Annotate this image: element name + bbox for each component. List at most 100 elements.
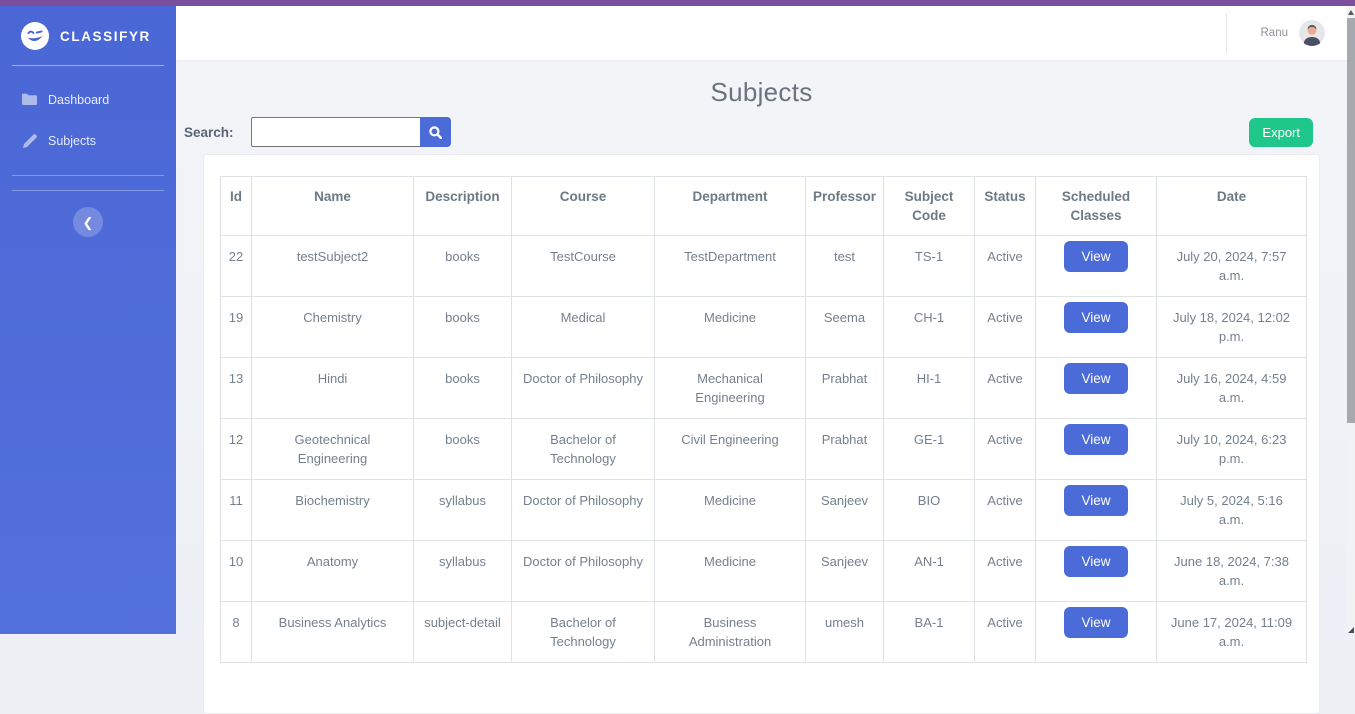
- brand[interactable]: CLASSIFYR: [0, 6, 176, 65]
- cell-status: Active: [974, 540, 1036, 602]
- table-row: 13 Hindi books Doctor of Philosophy Mech…: [220, 357, 1307, 419]
- subjects-table-body: 22 testSubject2 books TestCourse TestDep…: [220, 235, 1307, 663]
- user-name: Ranu: [1260, 27, 1289, 39]
- cell-date: July 16, 2024, 4:59 a.m.: [1156, 357, 1307, 419]
- cell-course: Doctor of Philosophy: [511, 357, 655, 419]
- toolbar: Search: Export: [176, 117, 1347, 147]
- view-button[interactable]: View: [1064, 241, 1128, 272]
- cell-course: Doctor of Philosophy: [511, 479, 655, 541]
- sidebar-collapse-button[interactable]: ❮: [73, 207, 103, 237]
- cell-id: 10: [220, 540, 252, 602]
- search-input[interactable]: [250, 117, 420, 147]
- column-header: Professor: [805, 176, 884, 236]
- cell-scheduled-classes: View: [1035, 479, 1157, 541]
- cell-id: 11: [220, 479, 252, 541]
- sidebar-nav: Dashboard Subjects: [0, 66, 176, 175]
- sidebar-item-label: Subjects: [48, 133, 96, 148]
- column-header: Scheduled Classes: [1035, 176, 1157, 236]
- brand-name: CLASSIFYR: [60, 28, 151, 44]
- cell-date: June 17, 2024, 11:09 a.m.: [1156, 601, 1307, 663]
- cell-professor: Seema: [805, 296, 884, 358]
- page-title: Subjects: [710, 77, 813, 107]
- cell-professor: Sanjeev: [805, 479, 884, 541]
- column-header: Subject Code: [883, 176, 975, 236]
- table-row: 12 Geotechnical Engineering books Bachel…: [220, 418, 1307, 480]
- cell-status: Active: [974, 601, 1036, 663]
- cell-description: books: [413, 357, 512, 419]
- cell-department: TestDepartment: [654, 235, 806, 297]
- cell-id: 19: [220, 296, 252, 358]
- user-avatar[interactable]: [1299, 20, 1325, 46]
- cell-subject-code: CH-1: [883, 296, 975, 358]
- cell-subject-code: GE-1: [883, 418, 975, 480]
- user-menu[interactable]: Ranu: [1225, 13, 1325, 53]
- cell-description: books: [413, 296, 512, 358]
- cell-course: Medical: [511, 296, 655, 358]
- view-button[interactable]: View: [1064, 485, 1128, 516]
- cell-date: June 18, 2024, 7:38 a.m.: [1156, 540, 1307, 602]
- sidebar-divider: [12, 190, 164, 191]
- search-button[interactable]: [419, 117, 451, 147]
- chevron-left-icon: ❮: [82, 214, 94, 230]
- top-header: Ranu: [176, 6, 1347, 60]
- cell-name: testSubject2: [251, 235, 414, 297]
- cell-date: July 5, 2024, 5:16 a.m.: [1156, 479, 1307, 541]
- view-button[interactable]: View: [1064, 363, 1128, 394]
- column-header: Status: [974, 176, 1036, 236]
- sidebar-item-dashboard[interactable]: Dashboard: [0, 79, 176, 120]
- cell-description: syllabus: [413, 479, 512, 541]
- vertical-scrollbar[interactable]: [1347, 6, 1355, 634]
- cell-date: July 10, 2024, 6:23 p.m.: [1156, 418, 1307, 480]
- table-row: 10 Anatomy syllabus Doctor of Philosophy…: [220, 540, 1307, 602]
- column-header: Date: [1156, 176, 1307, 236]
- search-label: Search:: [184, 124, 234, 140]
- cell-department: Mechanical Engineering: [654, 357, 806, 419]
- cell-date: July 18, 2024, 12:02 p.m.: [1156, 296, 1307, 358]
- cell-scheduled-classes: View: [1035, 235, 1157, 297]
- cell-name: Biochemistry: [251, 479, 414, 541]
- cell-status: Active: [974, 357, 1036, 419]
- scroll-up-arrow-icon[interactable]: [1348, 10, 1354, 15]
- main-content: Subjects Search: Export Id Name Descriptio…: [176, 60, 1347, 714]
- cell-id: 13: [220, 357, 252, 419]
- cell-professor: Prabhat: [805, 357, 884, 419]
- top-accent-bar: [0, 0, 1355, 6]
- cell-name: Chemistry: [251, 296, 414, 358]
- table-row: 11 Biochemistry syllabus Doctor of Philo…: [220, 479, 1307, 541]
- sidebar: CLASSIFYR Dashboard Subjects ❮: [0, 6, 176, 634]
- column-header: Name: [251, 176, 414, 236]
- brand-logo-icon: [21, 22, 49, 50]
- export-button[interactable]: Export: [1249, 117, 1313, 147]
- cell-status: Active: [974, 418, 1036, 480]
- cell-subject-code: TS-1: [883, 235, 975, 297]
- cell-scheduled-classes: View: [1035, 357, 1157, 419]
- cell-status: Active: [974, 479, 1036, 541]
- column-header: Description: [413, 176, 512, 236]
- subjects-table-card: Id Name Description Course Department Profess…: [203, 154, 1320, 714]
- table-row: 8 Business Analytics subject-detail Bach…: [220, 601, 1307, 663]
- cell-id: 8: [220, 601, 252, 663]
- cell-subject-code: HI-1: [883, 357, 975, 419]
- cell-description: books: [413, 235, 512, 297]
- cell-scheduled-classes: View: [1035, 601, 1157, 663]
- cell-department: Business Administration: [654, 601, 806, 663]
- cell-scheduled-classes: View: [1035, 418, 1157, 480]
- cell-name: Geotechnical Engineering: [251, 418, 414, 480]
- scrollbar-thumb[interactable]: [1347, 18, 1355, 423]
- cell-professor: Sanjeev: [805, 540, 884, 602]
- cell-subject-code: BIO: [883, 479, 975, 541]
- cell-course: Doctor of Philosophy: [511, 540, 655, 602]
- search-icon: [428, 125, 442, 139]
- folder-icon: [22, 92, 37, 107]
- cell-subject-code: AN-1: [883, 540, 975, 602]
- cell-name: Business Analytics: [251, 601, 414, 663]
- view-button[interactable]: View: [1064, 302, 1128, 333]
- cell-department: Medicine: [654, 479, 806, 541]
- table-row: 19 Chemistry books Medical Medicine Seem…: [220, 296, 1307, 358]
- view-button[interactable]: View: [1064, 424, 1128, 455]
- cell-status: Active: [974, 296, 1036, 358]
- table-row: 22 testSubject2 books TestCourse TestDep…: [220, 235, 1307, 297]
- sidebar-item-subjects[interactable]: Subjects: [0, 120, 176, 161]
- view-button[interactable]: View: [1064, 607, 1128, 638]
- view-button[interactable]: View: [1064, 546, 1128, 577]
